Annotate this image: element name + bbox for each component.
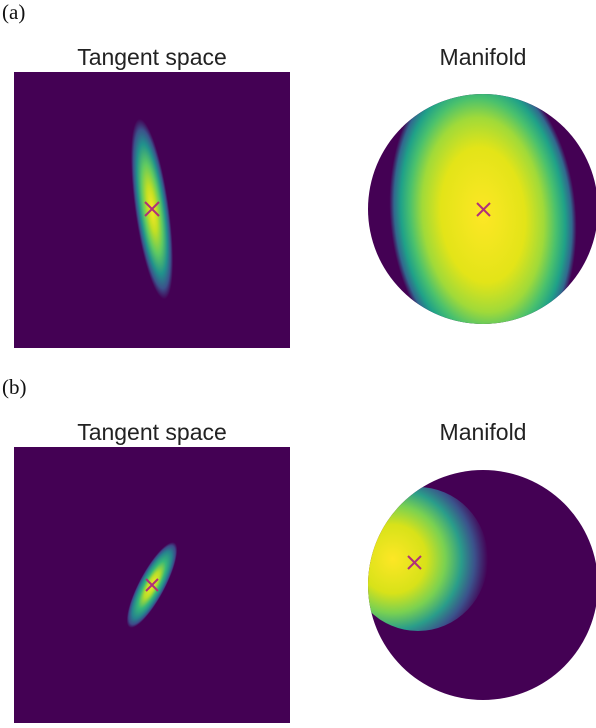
panel-a-manifold-density bbox=[389, 94, 577, 324]
panel-b-manifold-plot bbox=[368, 470, 596, 700]
panel-a-tangent-title: Tangent space bbox=[77, 44, 227, 70]
panel-a-manifold-title: Manifold bbox=[439, 44, 527, 70]
panel-b-tangent-plot bbox=[14, 447, 290, 723]
panel-a-label: (a) bbox=[2, 0, 26, 24]
panel-b-tangent-mean-marker bbox=[145, 578, 159, 592]
panel-a-tangent-mean-marker bbox=[144, 201, 160, 217]
panel-a-manifold-mean-marker bbox=[476, 202, 491, 217]
panel-b-manifold-mean-marker bbox=[407, 555, 422, 570]
panel-a-manifold-plot bbox=[368, 94, 596, 324]
panel-b-tangent-title: Tangent space bbox=[77, 419, 227, 445]
panel-b-manifold-title: Manifold bbox=[439, 419, 527, 445]
panel-b-label: (b) bbox=[2, 375, 27, 399]
panel-a-tangent-plot bbox=[14, 72, 290, 348]
